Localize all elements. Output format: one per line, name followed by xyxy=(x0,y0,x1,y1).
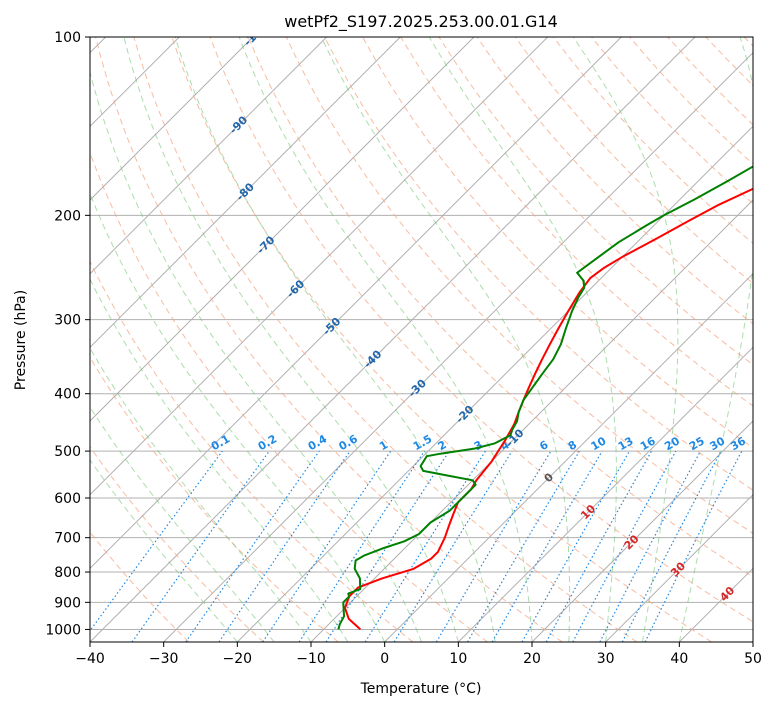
y-tick-label: 800 xyxy=(54,565,81,581)
x-tick-label: −30 xyxy=(149,651,179,667)
x-tick-label: 20 xyxy=(523,651,541,667)
moist-adiabat xyxy=(90,192,386,642)
dewpoint-profile-line xyxy=(337,165,753,630)
x-tick-label: 0 xyxy=(380,651,389,667)
x-tick-label: 40 xyxy=(670,651,688,667)
mixing-ratio-line xyxy=(90,450,223,632)
dry-adiabat xyxy=(171,37,712,642)
mixing-ratio-line xyxy=(262,450,392,642)
isotherm-gridline xyxy=(90,37,549,496)
x-tick-label: −40 xyxy=(75,651,105,667)
x-axis-label: Temperature (°C) xyxy=(360,681,482,697)
x-tick-label: 50 xyxy=(744,651,762,667)
isotherm-gridline xyxy=(90,37,254,201)
y-tick-label: 200 xyxy=(54,208,81,224)
mixing-ratio-line xyxy=(545,450,653,642)
moist-adiabat xyxy=(678,37,753,642)
plot-frame xyxy=(89,36,754,643)
moist-adiabat xyxy=(90,406,275,642)
dry-adiabat xyxy=(90,260,414,642)
moist-adiabat xyxy=(174,37,496,642)
dry-adiabat xyxy=(90,445,264,642)
mixing-ratio-line xyxy=(298,450,425,642)
isotherm-gridline xyxy=(457,346,753,642)
y-tick-label: 300 xyxy=(54,313,81,329)
temperature-profile-line xyxy=(344,187,753,631)
chart-title: wetPf2_S197.2025.253.00.01.G14 xyxy=(284,12,558,32)
y-tick-label: 900 xyxy=(54,595,81,611)
moist-adiabat xyxy=(320,37,571,642)
dry-adiabat xyxy=(476,37,753,325)
isotherm-gridline xyxy=(163,51,753,642)
dry-adiabat xyxy=(247,37,753,578)
moist-adiabat xyxy=(90,278,349,642)
isotherm-gridline xyxy=(236,125,753,642)
x-tick-label: −20 xyxy=(223,651,253,667)
dry-adiabat xyxy=(95,37,563,642)
mixing-ratio-line xyxy=(131,450,270,642)
mixing-ratio-line xyxy=(218,450,351,642)
plot-area: 0.10.20.40.611.52346810131620253036-100-… xyxy=(90,20,753,642)
mixing-ratio-line xyxy=(521,450,631,642)
y-tick-label: 600 xyxy=(54,491,81,507)
dry-adiabat xyxy=(133,37,638,642)
x-tick-label: −10 xyxy=(296,651,326,667)
moist-adiabat xyxy=(90,459,238,642)
mixing-ratio-line xyxy=(185,450,320,642)
isotherm-gridline xyxy=(90,37,401,349)
isotherm-label: -100 xyxy=(241,20,270,49)
moist-adiabat xyxy=(238,37,533,642)
x-axis: −40 −30 −20 −10 0 10 20 30 40 50 xyxy=(75,642,762,667)
mixing-ratio-line xyxy=(325,450,450,642)
dry-adiabat xyxy=(324,37,753,491)
moist-adiabat xyxy=(90,347,312,642)
y-tick-label: 400 xyxy=(54,387,81,403)
y-tick-label: 500 xyxy=(54,444,81,460)
moist-adiabat xyxy=(90,70,422,642)
x-tick-label: 10 xyxy=(449,651,467,667)
isotherm-gridline xyxy=(384,272,753,642)
dry-adiabat xyxy=(514,37,753,285)
mixing-ratio-line xyxy=(644,450,743,642)
dry-adiabat xyxy=(285,37,753,534)
moist-adiabat xyxy=(572,37,679,642)
isotherm-gridline xyxy=(90,37,475,422)
y-axis: 100 200 300 400 500 600 700 800 900 1000 xyxy=(45,30,90,638)
dry-adiabat xyxy=(209,37,753,623)
moist-adiabat xyxy=(428,37,617,642)
isotherm-gridline xyxy=(605,493,753,642)
y-axis-label: Pressure (hPa) xyxy=(13,290,29,390)
isotherm-gridline xyxy=(90,37,622,570)
mixing-ratio-line xyxy=(572,450,677,642)
moist-adiabat xyxy=(123,37,459,642)
y-tick-label: 100 xyxy=(54,30,81,46)
y-tick-label: 700 xyxy=(54,531,81,547)
isotherm-gridline xyxy=(90,37,328,275)
y-tick-label: 1000 xyxy=(45,622,81,638)
dry-adiabat xyxy=(90,356,339,642)
x-tick-label: 30 xyxy=(597,651,615,667)
mixing-ratio-line xyxy=(393,450,513,642)
isotherm-gridline xyxy=(531,420,753,642)
